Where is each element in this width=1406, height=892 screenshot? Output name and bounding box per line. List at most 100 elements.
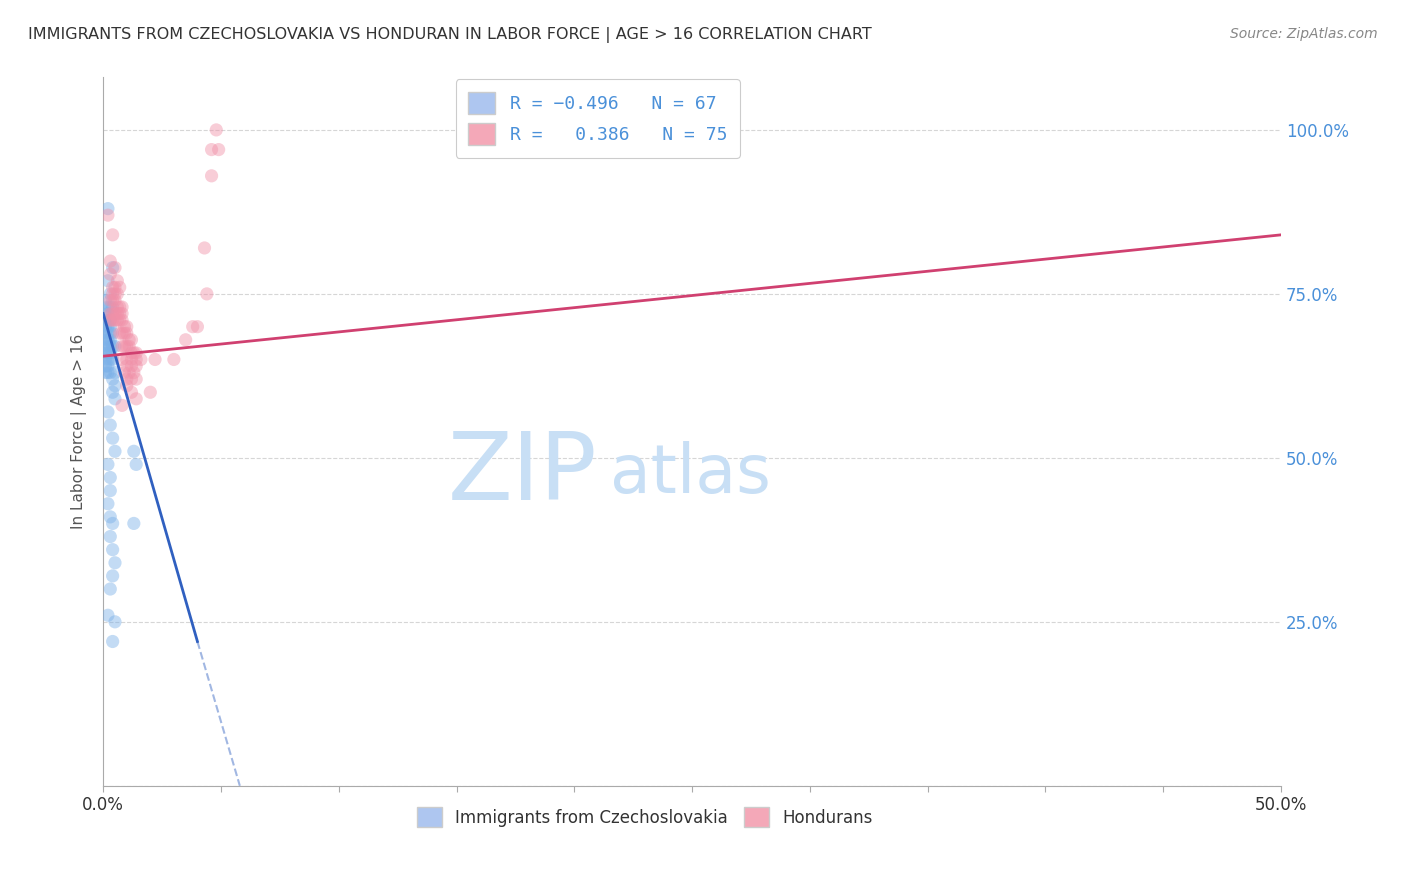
Point <box>94 326 117 341</box>
Point <box>104 260 127 275</box>
Point <box>98 286 121 301</box>
Point <box>98 483 121 498</box>
Point <box>97 307 120 321</box>
Point <box>101 293 124 308</box>
Point <box>205 123 228 137</box>
Point <box>97 458 120 472</box>
Point <box>122 346 145 360</box>
Point <box>112 366 135 380</box>
Point <box>98 470 121 484</box>
Point <box>101 313 124 327</box>
Point <box>97 313 120 327</box>
Point <box>101 307 124 321</box>
Point <box>101 339 124 353</box>
Point <box>94 333 117 347</box>
Point <box>121 385 143 400</box>
Point <box>98 313 121 327</box>
Point <box>98 352 121 367</box>
Point <box>118 339 141 353</box>
Point <box>104 366 127 380</box>
Point <box>108 307 131 321</box>
Point <box>111 313 134 327</box>
Point <box>200 143 222 157</box>
Point <box>101 280 124 294</box>
Point <box>193 241 215 255</box>
Point <box>115 339 138 353</box>
Point <box>101 569 124 583</box>
Point <box>200 169 222 183</box>
Point <box>121 352 143 367</box>
Point <box>98 313 121 327</box>
Point <box>115 378 138 392</box>
Point <box>104 615 127 629</box>
Point <box>104 307 127 321</box>
Point <box>98 582 121 596</box>
Point <box>97 274 120 288</box>
Point <box>207 143 229 157</box>
Point <box>94 339 117 353</box>
Point <box>118 333 141 347</box>
Point <box>104 293 127 308</box>
Point <box>101 634 124 648</box>
Point <box>111 339 134 353</box>
Point <box>112 319 135 334</box>
Point <box>98 267 121 281</box>
Point <box>98 300 121 314</box>
Point <box>121 372 143 386</box>
Point <box>122 366 145 380</box>
Point <box>97 326 120 341</box>
Point <box>94 313 117 327</box>
Point <box>98 293 121 308</box>
Point <box>101 516 124 531</box>
Point <box>195 286 218 301</box>
Point <box>97 608 120 623</box>
Point <box>115 326 138 341</box>
Point <box>104 444 127 458</box>
Point <box>125 346 148 360</box>
Point <box>143 352 166 367</box>
Point <box>104 378 127 392</box>
Point <box>104 280 127 294</box>
Point <box>115 319 138 334</box>
Point <box>181 319 204 334</box>
Point <box>122 444 145 458</box>
Point <box>98 254 121 268</box>
Point <box>111 326 134 341</box>
Point <box>111 307 134 321</box>
Text: Source: ZipAtlas.com: Source: ZipAtlas.com <box>1230 27 1378 41</box>
Point <box>105 274 128 288</box>
Point <box>129 352 152 367</box>
Point <box>115 359 138 373</box>
Point <box>97 339 120 353</box>
Point <box>163 352 186 367</box>
Point <box>98 418 121 433</box>
Point <box>115 372 138 386</box>
Point <box>98 339 121 353</box>
Point <box>97 333 120 347</box>
Point <box>97 202 120 216</box>
Point <box>111 352 134 367</box>
Point <box>97 497 120 511</box>
Point <box>121 333 143 347</box>
Point <box>97 352 120 367</box>
Point <box>108 300 131 314</box>
Text: ZIP: ZIP <box>449 428 598 520</box>
Point <box>101 372 124 386</box>
Point <box>94 319 117 334</box>
Text: IMMIGRANTS FROM CZECHOSLOVAKIA VS HONDURAN IN LABOR FORCE | AGE > 16 CORRELATION: IMMIGRANTS FROM CZECHOSLOVAKIA VS HONDUR… <box>28 27 872 43</box>
Point <box>94 366 117 380</box>
Point <box>104 392 127 406</box>
Point <box>94 359 117 373</box>
Point <box>98 307 121 321</box>
Point <box>97 366 120 380</box>
Point <box>125 458 148 472</box>
Point <box>115 352 138 367</box>
Point <box>104 286 127 301</box>
Point <box>105 307 128 321</box>
Point <box>125 392 148 406</box>
Point <box>104 556 127 570</box>
Point <box>98 346 121 360</box>
Point <box>121 346 143 360</box>
Point <box>111 300 134 314</box>
Point <box>118 366 141 380</box>
